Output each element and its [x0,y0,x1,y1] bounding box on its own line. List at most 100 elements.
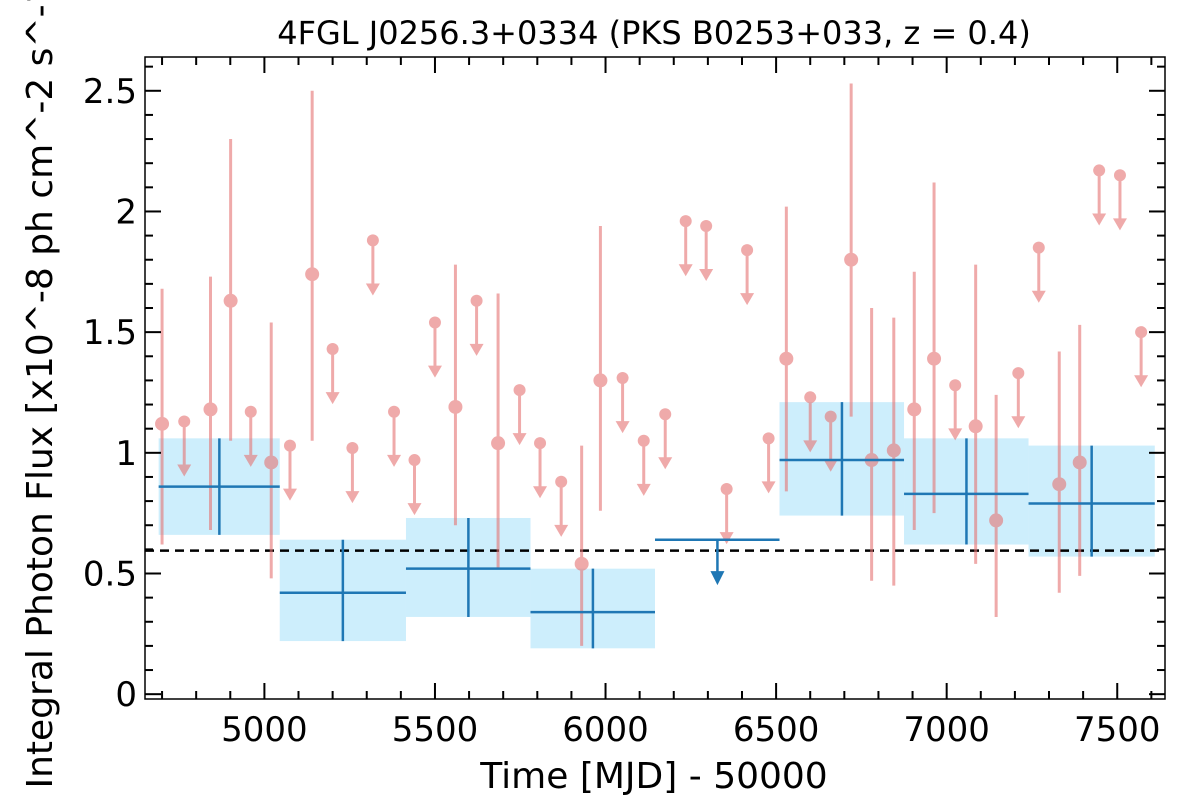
short-bin-point [844,83,859,417]
short-bin-upper-limit [282,439,297,501]
short-bin-upper-limit [325,343,340,405]
long-bin-cross [1028,445,1155,557]
short-bin-point [155,288,170,545]
short-bin-upper-limit [427,316,442,378]
short-bin-point [1052,351,1067,593]
upper-limit-arrowhead [823,459,838,472]
short-bin-upper-limit [1134,326,1149,388]
upper-limit-arrowhead [325,392,340,405]
upper-limit-arrowhead [658,457,673,470]
x-tick-label: 6500 [733,710,820,750]
y-tick-label: 1.5 [83,313,137,353]
x-tick-label: 7500 [1074,710,1161,750]
short-bin-upper-limit [740,244,755,306]
upper-limit-arrowhead [365,283,380,296]
short-bin-upper-limit [615,372,630,434]
plot-frame [144,56,1166,700]
short-bin-upper-limit [554,475,569,537]
upper-limit-arrowhead [948,428,963,441]
upper-limit-marker [679,215,692,228]
chart-title: 4FGL J0256.3+0334 (PKS B0253+033, z = 0.… [277,14,1031,52]
short-bin-upper-limit [636,434,651,496]
short-bin-point [989,394,1004,617]
upper-limit-arrowhead [469,343,484,356]
x-axis-label: Time [MJD] - 50000 [479,756,827,797]
short-bin-upper-limit [533,437,548,499]
y-tick-label: 1 [115,434,137,474]
upper-limit-marker [616,372,629,384]
short-bin-upper-limit [658,408,673,470]
upper-limit-arrowhead [177,464,192,477]
y-tick-label: 0 [115,675,137,715]
upper-limit-arrowhead [407,503,422,516]
long-bin-cross [779,402,905,516]
x-tick-label: 6000 [562,710,649,750]
short-bin-upper-limit [407,454,422,516]
upper-limit-marker [804,391,817,404]
upper-limit-arrowhead [1134,375,1149,388]
long-bin-bands [158,402,1155,649]
upper-limit-marker [555,475,568,488]
upper-limit-marker [388,405,401,418]
upper-limit-marker [244,405,257,418]
upper-limit-arrowhead [719,532,734,545]
upper-limit-marker [659,408,672,421]
short-bin-upper-limit [1092,164,1107,226]
upper-limit-arrowhead [699,269,714,282]
upper-limit-arrowhead [554,524,569,537]
upper-limit-arrowhead [1112,218,1127,231]
short-bin-marker [155,416,170,431]
upper-limit-marker [1135,326,1148,339]
long-bin-cross [405,517,531,617]
short-bin-point [223,139,238,441]
upper-limit-marker [534,437,547,450]
short-bin-marker [907,402,922,417]
y-tick-label: 0.5 [83,554,137,594]
upper-limit-marker [762,432,775,445]
upper-limit-marker [346,441,359,454]
x-tick-label: 7000 [903,710,990,750]
short-bin-marker [223,293,238,308]
short-bin-upper-limit [365,234,380,296]
upper-limit-arrowhead [740,293,755,306]
short-bin-upper-limit [1031,241,1046,303]
short-bin-point [448,264,463,526]
short-bin-marker [203,402,218,417]
upper-limit-marker [1113,169,1126,182]
upper-limit-arrowhead [512,433,527,446]
short-bin-upper-limit [1011,367,1026,429]
upper-limit-arrowhead [803,440,818,453]
x-tick-label: 5500 [392,710,479,750]
upper-limit-marker [741,244,754,257]
upper-limit-arrowhead [1011,416,1026,429]
upper-limit-arrowhead [282,488,297,501]
upper-limit-arrowhead [1092,213,1107,226]
upper-limit-arrowhead [345,491,360,504]
upper-limit-arrowhead [761,481,776,494]
upper-limit-arrowhead [636,483,651,496]
upper-limit-arrowhead [387,454,402,467]
short-bin-upper-limit [719,483,734,545]
upper-limit-marker [470,294,483,307]
short-bin-point [593,225,608,511]
y-tick-label: 2 [115,192,137,232]
long-bin-upper-limit [655,538,780,586]
upper-limit-arrowhead [243,454,258,467]
short-bin-point [927,182,942,514]
short-bin-upper-limit [512,384,527,446]
short-bin-marker [448,399,463,414]
long-bin-crosses [158,402,1155,649]
short-bin-marker [305,267,320,282]
short-bin-marker [844,252,859,267]
short-bin-upper-limit [469,294,484,356]
upper-limit-marker [408,454,421,467]
long-bin-cross [904,438,1029,545]
short-bin-marker [574,556,589,571]
short-bin-marker [779,351,794,366]
upper-limit-marker [428,316,441,329]
upper-limit-arrowhead [427,365,442,378]
short-bin-point [907,271,922,531]
short-bin-upper-limit [243,405,258,467]
upper-limit-marker [720,483,733,496]
